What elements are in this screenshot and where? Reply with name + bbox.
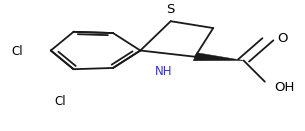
Text: NH: NH [154, 65, 172, 78]
Text: OH: OH [274, 81, 294, 94]
Text: S: S [167, 3, 175, 16]
Text: Cl: Cl [54, 95, 66, 108]
Text: Cl: Cl [12, 45, 23, 58]
Polygon shape [193, 53, 244, 61]
Text: O: O [277, 32, 288, 45]
